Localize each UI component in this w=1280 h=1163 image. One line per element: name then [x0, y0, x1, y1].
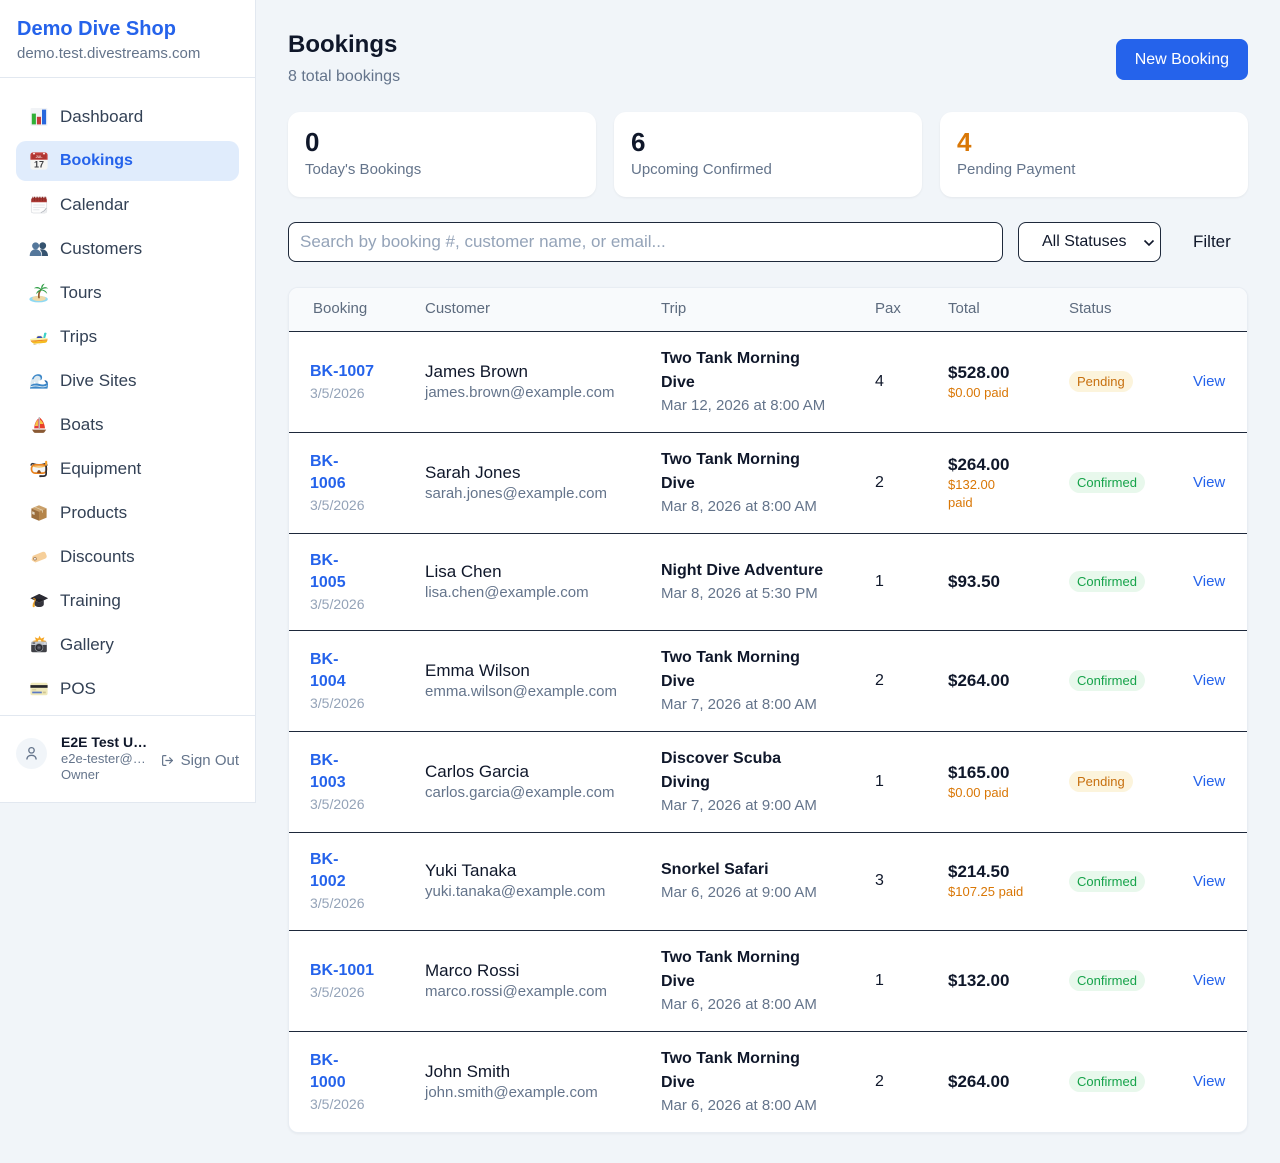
svg-text:JUL: JUL: [36, 155, 44, 159]
svg-text:17: 17: [34, 160, 44, 170]
